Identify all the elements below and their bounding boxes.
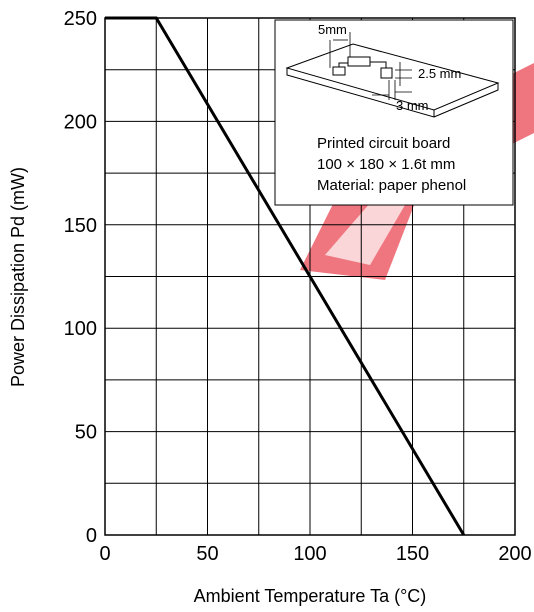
dim-2-5mm: 2.5 mm <box>418 66 461 81</box>
inset-line-1: Printed circuit board <box>317 135 450 152</box>
x-tick-label: 200 <box>498 543 531 565</box>
x-tick-label: 0 <box>99 543 110 565</box>
y-tick-label: 150 <box>64 215 97 237</box>
y-tick-label: 200 <box>64 111 97 133</box>
x-tick-label: 100 <box>293 543 326 565</box>
inset-line-2: 100 × 180 × 1.6t mm <box>317 156 455 173</box>
x-axis-title: Ambient Temperature Ta (°C) <box>194 586 427 606</box>
pcb-diagram <box>285 32 500 118</box>
y-axis-title: Power Dissipation Pd (mW) <box>8 167 28 387</box>
y-tick-label: 50 <box>75 422 97 444</box>
x-tick-label: 150 <box>396 543 429 565</box>
dim-5mm: 5mm <box>318 22 347 37</box>
dim-3mm: 3 mm <box>396 98 429 113</box>
x-tick-label: 50 <box>196 543 218 565</box>
tick-labels: 0 50 100 150 200 0 50 100 150 200 250 <box>64 8 532 565</box>
y-tick-label: 0 <box>86 525 97 547</box>
y-tick-label: 250 <box>64 8 97 30</box>
inset-box: 5mm 2.5 mm 3 mm Printed circuit board 10… <box>274 19 514 206</box>
y-tick-label: 100 <box>64 318 97 340</box>
inset-line-3: Material: paper phenol <box>317 177 466 194</box>
plot-frame <box>104 17 516 536</box>
